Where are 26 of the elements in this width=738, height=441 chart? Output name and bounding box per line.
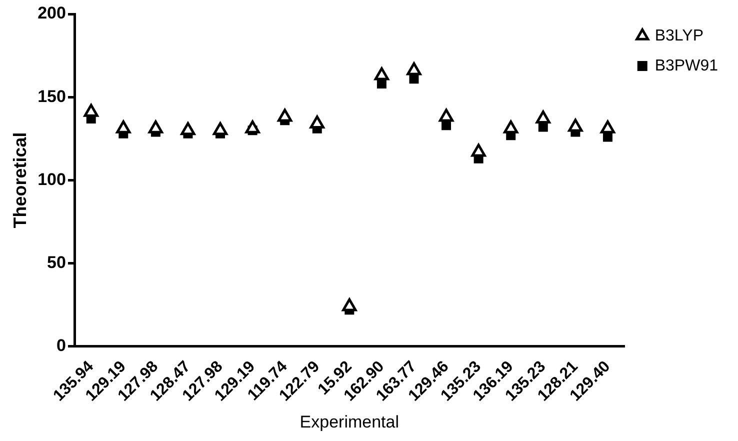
point [536,110,550,124]
point [406,62,422,76]
point [180,122,196,136]
point [374,67,390,80]
y-tick-label: 50 [47,253,66,272]
y-tick-label: 100 [38,170,66,189]
point [84,104,98,117]
point [568,118,583,132]
x-axis-title: Experimental [300,412,400,432]
y-tick-label: 0 [56,336,66,356]
point [471,144,486,157]
y-tick-label: 200 [38,4,66,23]
point [600,120,616,134]
point [148,120,163,134]
point [438,108,454,122]
point [245,120,260,134]
point [504,120,518,134]
legend-label: B3PW91 [654,57,718,74]
y-axis-title: Theoretical [10,132,30,228]
point [310,115,324,128]
point [212,122,228,136]
y-tick-label: 150 [38,86,66,106]
point [538,122,548,132]
legend-label: B3LYP [654,27,704,44]
point [116,120,131,134]
point [278,108,292,122]
